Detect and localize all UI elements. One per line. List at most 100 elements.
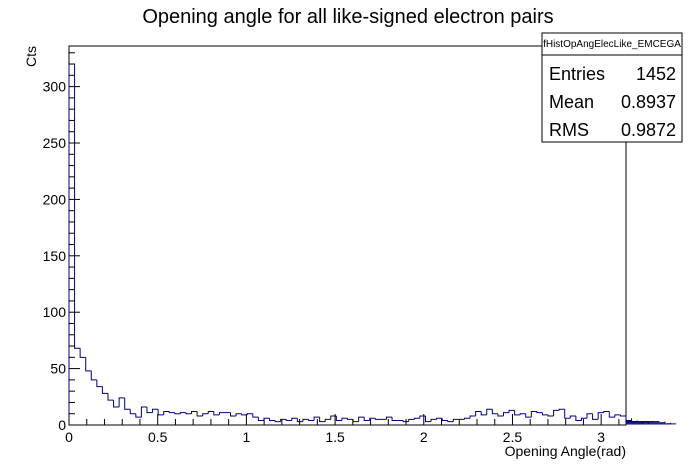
histogram-bin bbox=[502, 412, 510, 416]
y-tick-label: 100 bbox=[43, 304, 67, 320]
x-tick-label: 0.5 bbox=[148, 429, 168, 445]
histogram-bin bbox=[124, 397, 131, 410]
histogram-bin bbox=[74, 64, 81, 349]
y-tick-label: 250 bbox=[43, 135, 67, 151]
histogram-bin bbox=[525, 413, 532, 418]
histogram-bin bbox=[118, 397, 125, 407]
histogram-bin bbox=[196, 411, 203, 417]
histogram-bin bbox=[235, 413, 242, 416]
histogram-bin bbox=[174, 412, 181, 415]
histogram-bin bbox=[85, 357, 92, 372]
histogram-bin bbox=[519, 413, 526, 415]
x-tick-label: 1.5 bbox=[325, 429, 345, 445]
histogram-bin bbox=[586, 413, 593, 419]
x-tick-label: 2 bbox=[420, 429, 428, 445]
histogram-bin bbox=[335, 415, 342, 421]
histogram-bin bbox=[441, 418, 448, 421]
stats-mean-label: Mean bbox=[549, 92, 594, 112]
histogram-bin bbox=[252, 413, 259, 418]
histogram-bin bbox=[486, 408, 493, 415]
x-tick-label: 3 bbox=[597, 429, 605, 445]
y-tick-label: 50 bbox=[50, 361, 66, 377]
stats-mean-value: 0.8937 bbox=[621, 92, 676, 112]
histogram-bin bbox=[285, 419, 292, 421]
histogram-bin bbox=[241, 413, 248, 416]
histogram-bin bbox=[185, 412, 192, 415]
histogram-bin bbox=[291, 417, 298, 421]
histogram-bin bbox=[497, 413, 504, 417]
histogram-bin bbox=[313, 416, 320, 421]
histogram-bin bbox=[402, 420, 409, 423]
histogram-bin bbox=[619, 414, 626, 417]
y-axis-label: Cts bbox=[23, 46, 39, 67]
stats-rms-label: RMS bbox=[549, 120, 589, 140]
y-tick-label: 200 bbox=[43, 191, 67, 207]
stats-rms-value: 0.9872 bbox=[621, 120, 676, 140]
histogram-bin bbox=[263, 417, 270, 421]
histogram-bin bbox=[469, 415, 476, 419]
histogram-bin bbox=[374, 418, 381, 420]
histogram-bin bbox=[391, 417, 398, 421]
histogram-bin bbox=[230, 412, 237, 417]
histogram-bin bbox=[608, 411, 615, 418]
histogram-bin bbox=[90, 370, 97, 381]
histogram-bin bbox=[626, 421, 666, 424]
histogram-bin bbox=[408, 418, 415, 422]
histogram-bin bbox=[385, 416, 393, 420]
histogram-bin bbox=[79, 348, 86, 358]
histogram-bin bbox=[553, 409, 560, 416]
histogram-bin bbox=[140, 406, 147, 418]
histogram-bin bbox=[475, 410, 482, 416]
histogram-bin bbox=[413, 417, 420, 420]
histogram-bin bbox=[430, 418, 437, 422]
histogram-bin bbox=[341, 417, 348, 421]
y-tick-label: 300 bbox=[43, 79, 67, 95]
histogram-bin bbox=[152, 408, 159, 413]
histogram-bin bbox=[592, 413, 599, 420]
stats-entries-value: 1452 bbox=[636, 64, 676, 84]
x-axis-label: Opening Angle(rad) bbox=[505, 443, 626, 459]
histogram-bin bbox=[296, 418, 303, 423]
histogram-bin bbox=[436, 417, 443, 420]
histogram-bin bbox=[202, 413, 209, 416]
histogram-bin bbox=[530, 410, 537, 418]
histogram-bin bbox=[603, 410, 610, 413]
histogram-bin bbox=[319, 417, 326, 423]
histogram-bin bbox=[269, 418, 276, 421]
histogram-bin bbox=[369, 417, 376, 421]
histogram-bin bbox=[447, 420, 454, 423]
histogram-bin bbox=[597, 412, 604, 420]
histogram-bin bbox=[463, 417, 471, 420]
histogram-bin bbox=[480, 411, 487, 416]
histogram-bin bbox=[146, 406, 153, 414]
histogram-bin bbox=[135, 413, 142, 418]
histogram-bin bbox=[129, 409, 136, 415]
histogram-bin bbox=[168, 411, 175, 414]
histogram-bin bbox=[246, 413, 253, 415]
histogram-bin bbox=[218, 412, 225, 415]
stats-entries-label: Entries bbox=[549, 64, 605, 84]
histogram-bin bbox=[347, 418, 354, 420]
histogram-bin bbox=[569, 415, 576, 419]
histogram-bin bbox=[564, 409, 571, 419]
histogram-bin bbox=[352, 419, 359, 423]
histogram-bin bbox=[580, 417, 588, 421]
histogram-bin bbox=[213, 411, 220, 416]
histogram-bin bbox=[113, 400, 120, 408]
histogram-bin bbox=[547, 414, 554, 417]
stats-box: fHistOpAngElecLike_EMCEGA Entries 1452 M… bbox=[541, 32, 683, 143]
stats-histogram-name: fHistOpAngElecLike_EMCEGA bbox=[543, 39, 681, 50]
chart-title: Opening angle for all like-signed electr… bbox=[142, 6, 553, 28]
histogram-bin bbox=[274, 420, 281, 423]
histogram-bin bbox=[514, 410, 521, 416]
histogram-bin bbox=[257, 417, 264, 421]
histogram-bin bbox=[308, 419, 315, 421]
histogram-bin bbox=[575, 415, 582, 421]
x-tick-label: 0 bbox=[65, 429, 73, 445]
histogram-bin bbox=[191, 410, 198, 414]
histogram-bin bbox=[452, 418, 459, 422]
x-tick-label: 1 bbox=[242, 429, 250, 445]
histogram-bin bbox=[207, 410, 214, 414]
histogram-bin bbox=[536, 411, 543, 414]
